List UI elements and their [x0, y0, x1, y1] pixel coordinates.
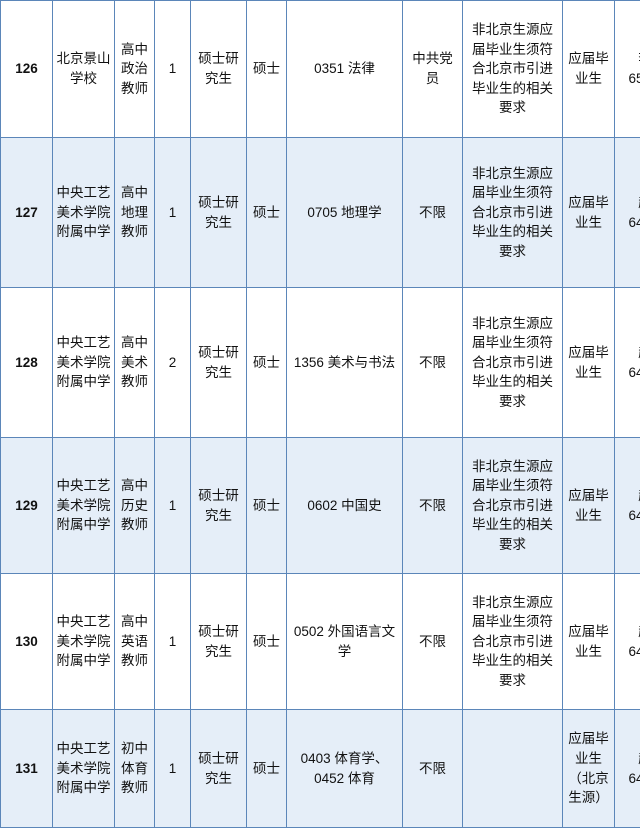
row-number: 130 [0, 573, 53, 710]
post-name: 初中体育教师 [114, 709, 155, 828]
school-name: 中央工艺美术学院附属中学 [52, 287, 115, 438]
degree-requirement: 硕士研究生 [190, 573, 247, 710]
major-code: 0705 地理学 [286, 137, 403, 288]
contact-phone: 65223416 [628, 71, 640, 86]
major-code: 0403 体育学、0452 体育 [286, 709, 403, 828]
school-name: 北京景山学校 [52, 0, 115, 138]
political-status: 中共党员 [402, 0, 463, 138]
education-level: 硕士 [246, 0, 287, 138]
candidate-type: 应届毕业生 [562, 287, 615, 438]
degree-requirement: 硕士研究生 [190, 137, 247, 288]
other-requirement: 非北京生源应届毕业生须符合北京市引进毕业生的相关要求 [462, 137, 563, 288]
contact-name: 赵老师 [618, 193, 640, 213]
major-code: 0602 中国史 [286, 437, 403, 574]
table-row: 129 中央工艺美术学院附属中学 高中历史教师 1 硕士研究生 硕士 0602 … [0, 437, 640, 574]
contact-name: 赵老师 [618, 622, 640, 642]
degree-requirement: 硕士研究生 [190, 0, 247, 138]
contact-phone: 64626737 [628, 214, 640, 230]
education-level: 硕士 [246, 137, 287, 288]
degree-requirement: 硕士研究生 [190, 437, 247, 574]
contact-phone: 64626737 [628, 364, 640, 380]
political-status: 不限 [402, 709, 463, 828]
education-level: 硕士 [246, 709, 287, 828]
contact-info: 赵老师 64626737 [614, 287, 640, 438]
hire-count: 1 [154, 0, 191, 138]
contact-phone: 64626737 [628, 770, 640, 786]
post-name: 高中地理教师 [114, 137, 155, 288]
contact-name: 赵老师 [618, 749, 640, 769]
post-name: 高中英语教师 [114, 573, 155, 710]
school-name: 中央工艺美术学院附属中学 [52, 573, 115, 710]
major-code: 0502 外国语言文学 [286, 573, 403, 710]
education-level: 硕士 [246, 573, 287, 710]
candidate-type: 应届毕业生 [562, 0, 615, 138]
contact-info: 赵老师 64626737 [614, 709, 640, 828]
post-name: 高中政治教师 [114, 0, 155, 138]
row-number: 126 [0, 0, 53, 138]
contact-info: 李老师 65223416 [614, 0, 640, 138]
hire-count: 1 [154, 709, 191, 828]
political-status: 不限 [402, 573, 463, 710]
other-requirement: 非北京生源应届毕业生须符合北京市引进毕业生的相关要求 [462, 287, 563, 438]
candidate-type: 应届毕业生（北京生源） [562, 709, 615, 828]
row-number: 131 [0, 709, 53, 828]
post-name: 高中历史教师 [114, 437, 155, 574]
table-row: 131 中央工艺美术学院附属中学 初中体育教师 1 硕士研究生 硕士 0403 … [0, 709, 640, 828]
contact-info: 赵老师 64626737 [614, 573, 640, 710]
other-requirement: 非北京生源应届毕业生须符合北京市引进毕业生的相关要求 [462, 437, 563, 574]
table-row: 127 中央工艺美术学院附属中学 高中地理教师 1 硕士研究生 硕士 0705 … [0, 137, 640, 288]
table-row: 128 中央工艺美术学院附属中学 高中美术教师 2 硕士研究生 硕士 1356 … [0, 287, 640, 438]
contact-phone: 64626737 [628, 643, 640, 659]
degree-requirement: 硕士研究生 [190, 709, 247, 828]
other-requirement [462, 709, 563, 828]
school-name: 中央工艺美术学院附属中学 [52, 137, 115, 288]
other-requirement: 非北京生源应届毕业生须符合北京市引进毕业生的相关要求 [462, 573, 563, 710]
post-name: 高中美术教师 [114, 287, 155, 438]
hire-count: 1 [154, 437, 191, 574]
table-row: 126 北京景山学校 高中政治教师 1 硕士研究生 硕士 0351 法律 中共党… [0, 0, 640, 138]
education-level: 硕士 [246, 287, 287, 438]
political-status: 不限 [402, 287, 463, 438]
school-name: 中央工艺美术学院附属中学 [52, 437, 115, 574]
contact-phone: 64626737 [628, 507, 640, 523]
table-row: 130 中央工艺美术学院附属中学 高中英语教师 1 硕士研究生 硕士 0502 … [0, 573, 640, 710]
education-level: 硕士 [246, 437, 287, 574]
candidate-type: 应届毕业生 [562, 437, 615, 574]
political-status: 不限 [402, 437, 463, 574]
political-status: 不限 [402, 137, 463, 288]
contact-name: 李老师 [618, 49, 640, 69]
hire-count: 1 [154, 573, 191, 710]
row-number: 128 [0, 287, 53, 438]
other-requirement: 非北京生源应届毕业生须符合北京市引进毕业生的相关要求 [462, 0, 563, 138]
major-code: 0351 法律 [286, 0, 403, 138]
contact-name: 赵老师 [618, 343, 640, 363]
candidate-type: 应届毕业生 [562, 137, 615, 288]
candidate-type: 应届毕业生 [562, 573, 615, 710]
contact-info: 赵老师 64626737 [614, 437, 640, 574]
hire-count: 2 [154, 287, 191, 438]
school-name: 中央工艺美术学院附属中学 [52, 709, 115, 828]
hire-count: 1 [154, 137, 191, 288]
degree-requirement: 硕士研究生 [190, 287, 247, 438]
contact-info: 赵老师 64626737 [614, 137, 640, 288]
row-number: 127 [0, 137, 53, 288]
row-number: 129 [0, 437, 53, 574]
major-code: 1356 美术与书法 [286, 287, 403, 438]
contact-name: 赵老师 [618, 486, 640, 506]
